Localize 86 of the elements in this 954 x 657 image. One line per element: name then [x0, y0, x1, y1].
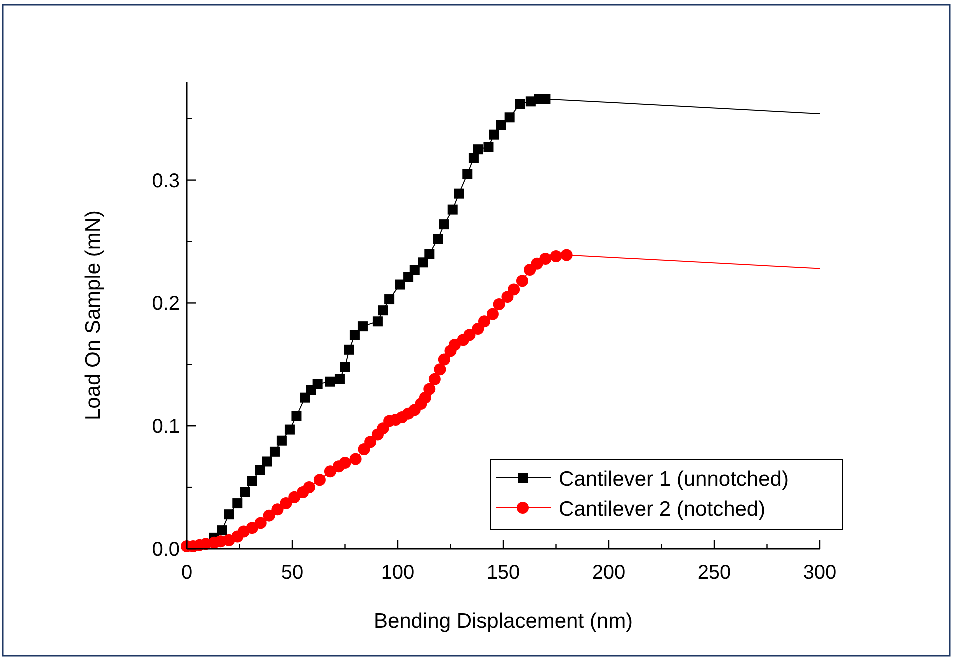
- point: [493, 298, 506, 310]
- point: [284, 424, 295, 435]
- point: [232, 498, 243, 509]
- point: [433, 234, 444, 244]
- point: [372, 316, 383, 327]
- point: [478, 316, 491, 328]
- point: [404, 272, 414, 282]
- point: [454, 188, 464, 199]
- point: [300, 392, 310, 403]
- point: [262, 456, 272, 467]
- point: [240, 487, 250, 498]
- point: [350, 453, 362, 466]
- point: [217, 526, 228, 536]
- point: [358, 443, 370, 456]
- x-tick-label: 250: [698, 562, 732, 584]
- legend-label: Cantilever 1 (unnotched): [559, 468, 789, 491]
- point: [486, 308, 499, 320]
- point: [448, 338, 461, 351]
- point: [395, 280, 406, 290]
- point: [280, 498, 292, 510]
- point: [484, 142, 494, 152]
- point: [340, 362, 350, 372]
- y-axis-title: Load On Sample (mN): [82, 210, 105, 421]
- point: [272, 504, 284, 516]
- x-tick-label: 100: [381, 562, 415, 584]
- point: [276, 436, 287, 446]
- point: [254, 517, 267, 530]
- x-tick-label: 200: [592, 562, 626, 584]
- point: [224, 510, 234, 520]
- point: [325, 376, 336, 387]
- x-tick-label: 150: [486, 562, 520, 584]
- point: [434, 364, 446, 376]
- point: [247, 476, 258, 486]
- x-axis-title: Bending Displacement (nm): [374, 610, 634, 633]
- point: [468, 153, 479, 164]
- point: [246, 522, 258, 534]
- point: [516, 275, 528, 288]
- point: [489, 130, 500, 140]
- point: [424, 249, 435, 260]
- point: [270, 446, 280, 457]
- point: [418, 258, 428, 268]
- point: [358, 322, 368, 332]
- point: [334, 374, 345, 384]
- point: [473, 144, 484, 155]
- point: [472, 323, 484, 336]
- point: [324, 466, 336, 478]
- point: [344, 344, 354, 355]
- point: [462, 169, 473, 180]
- point: [377, 422, 390, 435]
- point: [384, 294, 395, 305]
- point: [255, 465, 266, 476]
- y-tick-label: 0.0: [152, 539, 180, 561]
- point: [428, 373, 441, 386]
- point: [508, 284, 520, 296]
- point: [502, 291, 514, 304]
- point: [364, 436, 377, 448]
- point: [560, 249, 573, 262]
- point: [464, 329, 476, 342]
- point: [378, 306, 388, 316]
- y-tick-label: 0.3: [152, 170, 180, 192]
- point: [312, 379, 323, 390]
- x-tick-label: 300: [803, 562, 837, 584]
- point: [303, 482, 316, 494]
- x-tick-label: 50: [281, 562, 304, 584]
- point: [515, 99, 526, 110]
- point: [550, 250, 562, 263]
- point: [339, 456, 352, 469]
- point: [263, 510, 276, 522]
- point: [438, 354, 450, 366]
- point: [424, 383, 436, 396]
- point: [504, 112, 515, 123]
- point: [496, 120, 506, 130]
- point: [314, 474, 326, 486]
- x-tick-label: 0: [181, 562, 193, 584]
- point: [419, 392, 432, 404]
- point: [439, 220, 450, 230]
- point: [350, 330, 360, 340]
- point: [448, 204, 458, 215]
- point: [540, 252, 552, 265]
- point: [410, 265, 420, 276]
- point: [292, 411, 302, 422]
- legend-label: Cantilever 2 (notched): [559, 498, 766, 521]
- point: [540, 94, 551, 104]
- point: [288, 491, 301, 504]
- y-tick-label: 0.2: [152, 293, 180, 316]
- y-tick-label: 0.1: [152, 416, 180, 438]
